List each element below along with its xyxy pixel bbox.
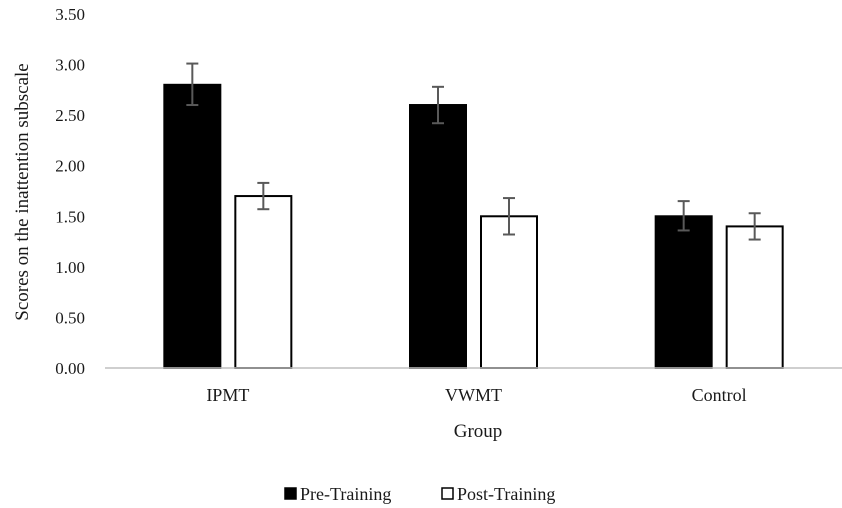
y-tick-label: 1.00 <box>55 258 85 277</box>
x-axis-ticks: IPMT VWMT Control <box>206 385 746 405</box>
bar-post-training-control <box>725 225 784 369</box>
x-tick-label: IPMT <box>206 385 249 405</box>
legend-label-post-training: Post-Training <box>457 484 555 504</box>
y-tick-label: 3.50 <box>55 5 85 24</box>
x-tick-label: Control <box>692 385 747 405</box>
legend: Pre-Training Post-Training <box>284 484 555 504</box>
y-tick-label: 1.50 <box>55 207 85 226</box>
bar-pre-training-ipmt <box>163 83 222 370</box>
legend-label-pre-training: Pre-Training <box>300 484 391 504</box>
y-tick-label: 3.00 <box>55 56 85 75</box>
legend-swatch-post-training <box>441 487 454 500</box>
error-bar <box>432 85 444 125</box>
x-tick-label: VWMT <box>445 385 502 405</box>
bar-post-training-vwmt <box>480 215 538 369</box>
x-axis-label: Group <box>454 421 503 442</box>
y-tick-label: 2.50 <box>55 106 85 125</box>
error-bar <box>677 200 690 232</box>
bar-pre-training-vwmt <box>409 104 467 370</box>
error-bars <box>186 62 761 241</box>
bars <box>163 83 784 370</box>
error-bar <box>748 212 761 241</box>
bar-post-training-ipmt <box>234 195 293 369</box>
error-bar <box>257 181 270 211</box>
y-axis-label: Scores on the inattention subscale <box>12 63 33 321</box>
y-tick-label: 0.00 <box>55 359 85 378</box>
legend-swatch-pre-training <box>284 487 297 500</box>
bar-pre-training-control <box>654 215 713 369</box>
y-tick-label: 0.50 <box>55 308 85 327</box>
y-axis-ticks: 0.00 0.50 1.00 1.50 2.00 2.50 3.00 3.50 <box>55 5 85 378</box>
y-tick-label: 2.00 <box>55 157 85 176</box>
error-bar <box>503 197 515 236</box>
error-bar <box>186 62 199 107</box>
